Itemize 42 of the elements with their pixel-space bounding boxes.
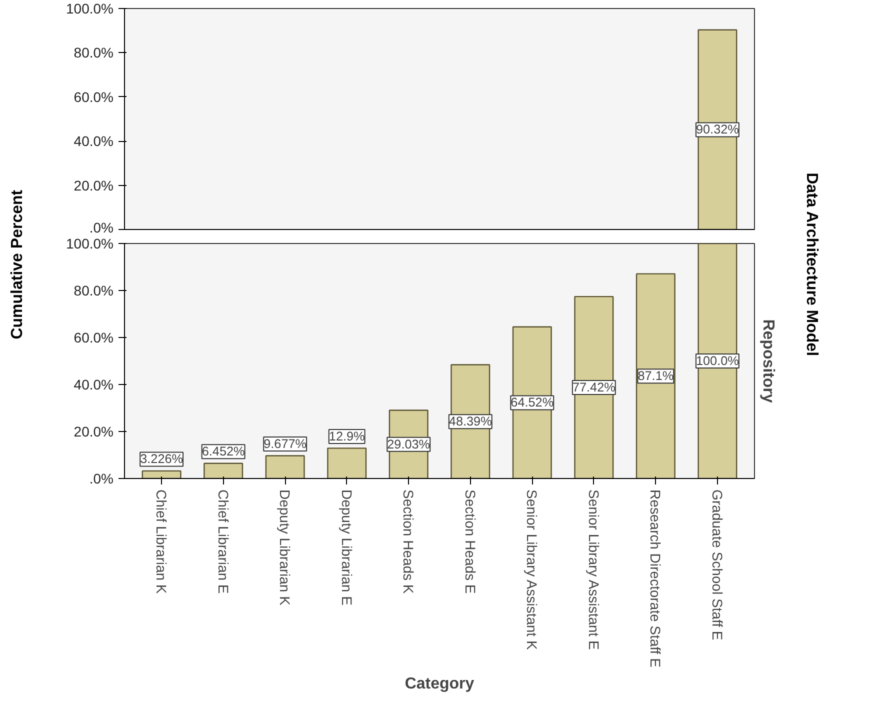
bar	[636, 273, 676, 478]
x-tick-label: Senior Library Assistant E	[586, 490, 602, 650]
x-axis-title: Category	[404, 675, 474, 692]
x-tick-label: Graduate School Staff E	[709, 490, 726, 640]
data-label: 3.226%	[140, 452, 184, 466]
x-tick-label: Deputy Librarian K	[277, 490, 294, 606]
y-tick-label: 20.0%	[74, 177, 114, 194]
data-label: 29.03%	[387, 437, 430, 452]
y-tick-label: .0%	[89, 220, 114, 236]
x-tick-label: Senior Library Assistant K	[524, 490, 540, 650]
y-tick-label: 80.0%	[74, 44, 114, 61]
data-label: 6.452%	[202, 444, 245, 459]
bar	[265, 455, 305, 478]
x-tick-label: Chief Librarian E	[215, 490, 232, 594]
data-label: 90.32%	[696, 122, 739, 137]
data-label: 100.0%	[696, 354, 739, 368]
x-tick-label: Section Heads K	[400, 490, 417, 594]
x-tick-label: Deputy Librarian E	[338, 490, 355, 606]
x-tick-label: Research Directorate Staff E	[648, 490, 664, 668]
y-tick-label: 60.0%	[74, 88, 114, 105]
y-tick-label: 60.0%	[74, 330, 114, 346]
bar	[574, 296, 614, 478]
y-tick-label: .0%	[89, 470, 114, 486]
bar	[698, 244, 738, 478]
y-tick-label: 100.0%	[66, 0, 114, 16]
y-tick-label: 20.0%	[74, 424, 114, 440]
bar	[327, 448, 367, 478]
x-tick-label: Chief Librarian K	[154, 490, 170, 594]
bar	[512, 326, 552, 478]
data-label: 77.42%	[572, 380, 616, 395]
y-tick-label: 40.0%	[74, 133, 114, 150]
data-label: 12.9%	[328, 429, 365, 444]
text: Data Architecture Model	[803, 172, 820, 356]
bar	[142, 470, 182, 478]
bar	[204, 462, 244, 478]
x-tick-label: Section Heads E	[462, 490, 478, 594]
text: Repository	[760, 319, 776, 403]
y-tick-label: 80.0%	[74, 282, 114, 298]
y-axis-title: Cumulative Percent	[9, 189, 26, 340]
data-label: 9.677%	[264, 437, 307, 452]
y-tick-label: 100.0%	[66, 236, 114, 252]
y-tick-label: 40.0%	[74, 376, 114, 392]
